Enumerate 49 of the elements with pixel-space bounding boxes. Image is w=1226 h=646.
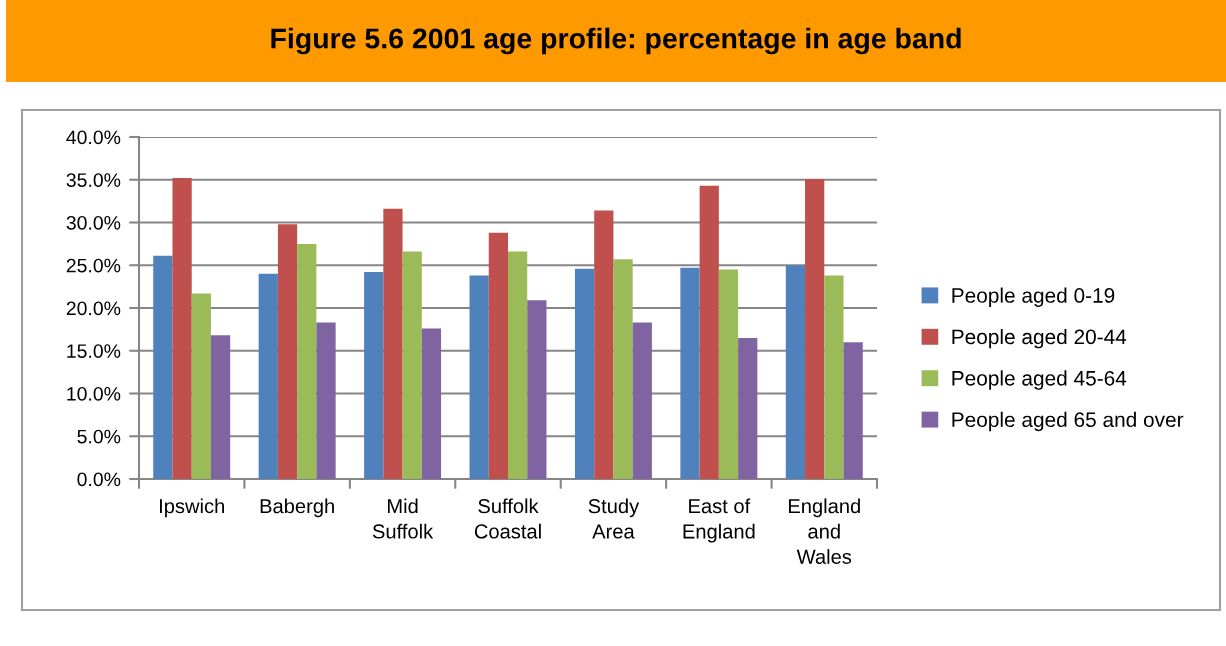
bar: [805, 178, 825, 479]
bar: [843, 342, 863, 479]
bar: [613, 259, 633, 479]
bar: [632, 322, 652, 479]
bar: [718, 269, 739, 479]
bar: [364, 272, 384, 479]
y-tick-label: 25.0%: [66, 258, 121, 273]
legend-label: People aged 0-19: [952, 287, 1115, 307]
y-tick-label: 0.0%: [77, 472, 121, 487]
bar: [469, 275, 489, 479]
y-tick-label: 35.0%: [66, 173, 121, 187]
bar: [824, 275, 844, 479]
bar: [383, 208, 403, 479]
bar: [508, 251, 528, 479]
y-tick-label: 20.0%: [66, 301, 121, 316]
bar: [527, 300, 547, 479]
y-tick-label: 30.0%: [66, 215, 121, 230]
x-tick-label: Ipswich: [160, 498, 224, 518]
x-tick-label: Mid Suffolk: [372, 498, 434, 539]
legend-label: People aged 45-64: [952, 370, 1127, 390]
x-tick-label: England and Wales: [788, 498, 860, 564]
bar: [421, 328, 442, 479]
x-tick-label: Suffolk Coastal: [474, 498, 541, 539]
y-tick-label: 10.0%: [67, 386, 121, 401]
y-tick-label: 15.0%: [67, 344, 121, 358]
chart-title: Figure 5.6 2001 age profile: percentage in age band: [271, 27, 961, 55]
bar: [488, 232, 508, 479]
x-tick-label: Babergh: [260, 498, 334, 518]
bar: [785, 265, 806, 479]
bar: [191, 293, 211, 479]
bar: [738, 337, 758, 479]
bar: [153, 255, 173, 479]
y-tick-label: 5.0%: [77, 429, 121, 444]
bar: [680, 267, 700, 479]
bar: [699, 185, 719, 479]
x-tick-label: East of England: [683, 498, 755, 543]
bar: [277, 224, 298, 479]
bar: [297, 243, 317, 479]
bar: [402, 251, 422, 479]
legend-label: People aged 20-44: [952, 328, 1127, 349]
x-tick-label: Study Area: [588, 498, 640, 539]
bar: [172, 178, 192, 479]
bar: [574, 268, 595, 479]
legend-label: People aged 65 and over: [952, 411, 1184, 432]
bar: [258, 273, 278, 479]
bar: [316, 322, 336, 479]
bar: [594, 210, 614, 479]
y-tick-label: 40.0%: [66, 130, 121, 145]
bar: [210, 335, 231, 479]
